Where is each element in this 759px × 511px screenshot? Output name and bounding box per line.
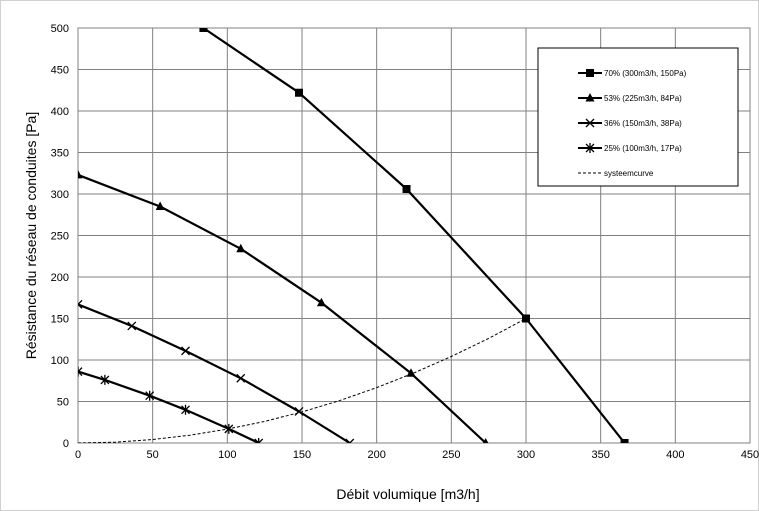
series-line [78,303,351,443]
series-line [78,173,487,443]
triangle-marker [406,368,416,377]
triangle-marker [316,297,326,307]
legend-entry: 25% (100m3/h, 17Pa) [604,144,682,153]
y-tick-label: 100 [51,355,69,367]
series-line [78,318,527,443]
triangle-marker [78,169,83,179]
star-marker [585,143,595,153]
series-3 [78,299,355,443]
y-tick-label: 500 [51,23,69,35]
x-tick-label: 300 [517,449,535,461]
triangle-marker [585,93,595,102]
y-axis-label: Résistance du réseau de conduites [Pa] [23,112,39,360]
x-tick-label: 200 [367,449,385,461]
legend: 70% (300m3/h, 150Pa) 53% (225m3/h, 84Pa) 3… [537,47,739,187]
x-marker [345,438,355,443]
y-tick-label: 400 [51,106,69,118]
triangle-marker [236,243,246,253]
square-marker [199,28,208,32]
x-marker [181,346,190,356]
x-axis-label: Débit volumique [m3/h] [336,486,479,502]
y-tick-label: 200 [51,272,69,284]
legend-entry: 36% (150m3/h, 38Pa) [604,119,682,128]
x-tick-label: 0 [75,449,81,461]
x-tick-label: 450 [741,449,759,461]
tick-labels: 0 50 100 150 200 250 300 350 400 450 0 50 100 150 200 2… [51,23,759,461]
y-tick-label: 150 [51,314,69,326]
x-tick-label: 100 [218,449,236,461]
y-tick-label: 300 [51,189,69,201]
triangle-marker [155,201,165,210]
x-marker [585,118,595,128]
y-tick-label: 350 [51,148,69,160]
square-marker [402,185,411,194]
triangle-marker [483,438,489,443]
x-tick-label: 350 [591,449,609,461]
star-marker [181,404,190,415]
x-tick-label: 400 [666,449,684,461]
x-tick-label: 250 [442,449,460,461]
x-marker [294,407,304,416]
legend-entry: systeemcurve [604,169,654,178]
y-tick-label: 50 [57,397,69,409]
x-tick-label: 150 [293,449,311,461]
series-5 [78,318,527,443]
square-marker [295,88,304,97]
star-marker [254,438,264,443]
x-marker [78,299,83,309]
series-line [78,370,260,443]
legend-entry: 53% (225m3/h, 84Pa) [604,94,682,103]
series-group [78,28,629,443]
star-marker [100,374,110,385]
star-marker [78,366,83,377]
legend-box [537,47,739,187]
y-tick-label: 0 [63,438,69,450]
x-marker [127,321,137,331]
x-tick-label: 50 [147,449,159,461]
y-tick-label: 250 [51,231,69,243]
legend-entry: 70% (300m3/h, 150Pa) [604,69,687,78]
x-marker [236,373,246,383]
square-marker [586,69,594,77]
plot-border [77,27,751,444]
series-2 [78,169,489,443]
star-marker [145,390,155,401]
y-tick-label: 450 [51,65,69,77]
series-4 [78,366,264,443]
square-marker [620,439,629,443]
